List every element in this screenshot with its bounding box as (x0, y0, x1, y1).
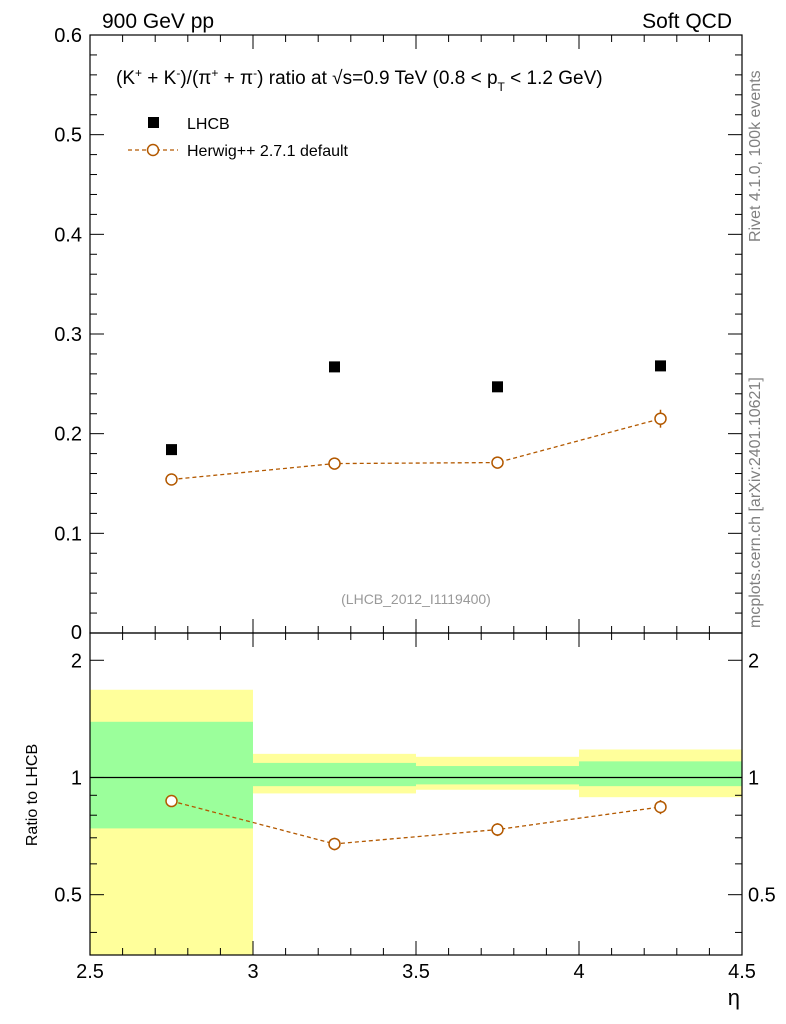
ratio-y-tick-label: 1 (71, 767, 82, 789)
ratio-mc-point (328, 837, 341, 851)
xlabel: η (728, 985, 740, 1010)
x-tick-label: 3.5 (402, 961, 430, 983)
ratio-y-tick-label: 2 (71, 650, 82, 672)
header-left: 900 GeV pp (102, 10, 214, 33)
ratio-y-tick-label-right: 0.5 (748, 885, 776, 907)
ratio-y-tick-label-right: 2 (748, 650, 759, 672)
y-tick-label: 0 (71, 622, 82, 644)
y-tick-label: 0.5 (54, 125, 82, 147)
band-green-1 (253, 762, 416, 787)
header-right: Soft QCD (642, 10, 732, 33)
lhcb-point (166, 444, 177, 456)
axis-ticks: 0 0.1 0.2 0.3 0.4 0.5 0.6 2.5 3 3.5 4 4.5 0.5 0.5 1 1 2 2 (54, 25, 776, 983)
ratio-y-tick-label-right: 1 (748, 767, 759, 789)
y-tick-label: 0.3 (54, 324, 82, 346)
ratio-mc-point (491, 823, 504, 836)
legend-lhcb-label: LHCB (187, 116, 230, 133)
band-green-3 (579, 761, 742, 787)
lhcb-point (655, 360, 666, 372)
analysis-id: (LHCB_2012_I1119400) (341, 591, 491, 607)
band-green-0 (90, 721, 253, 829)
lhcb-point (329, 361, 340, 373)
ratio-mc-point (654, 800, 667, 814)
ratio-plot-area (90, 689, 742, 955)
chart-title: (K+ + K-)/(π+ + π-) ratio at √s=0.9 TeV … (116, 66, 603, 94)
lhcb-point (492, 381, 503, 393)
mc-point (165, 473, 178, 486)
x-tick-label: 4.5 (728, 961, 756, 983)
source-label: mcplots.cern.ch [arXiv:2401.10621] (747, 377, 764, 628)
x-tick-label: 2.5 (76, 961, 104, 983)
ratio-mc-point (165, 794, 178, 808)
band-green-2 (416, 766, 579, 785)
legend-lhcb-marker (148, 117, 159, 128)
legend-mc-label: Herwig++ 2.7.1 default (187, 143, 349, 160)
y-tick-label: 0.4 (54, 224, 82, 246)
ratio-mc-line (171, 800, 661, 845)
x-tick-label: 4 (573, 961, 584, 983)
y-tick-label: 0.6 (54, 25, 82, 47)
mc-point (328, 457, 341, 470)
x-tick-label: 3 (247, 961, 258, 983)
y-tick-label: 0.1 (54, 523, 82, 545)
ratio-ylabel: Ratio to LHCB (24, 744, 41, 846)
mc-point (654, 412, 667, 425)
y-tick-label: 0.2 (54, 424, 82, 446)
mc-point (491, 456, 504, 469)
rivet-label: Rivet 4.1.0, 100k events (747, 70, 764, 242)
main-plot-area (165, 360, 667, 486)
ratio-y-tick-label: 0.5 (54, 885, 82, 907)
mc-line (171, 418, 661, 481)
legend-mc-marker (146, 143, 160, 157)
